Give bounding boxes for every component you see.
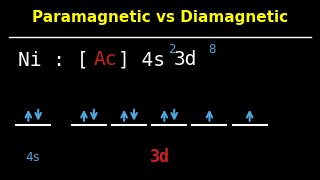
Text: 4s: 4s <box>26 151 41 164</box>
Text: Paramagnetic vs Diamagnetic: Paramagnetic vs Diamagnetic <box>32 10 288 25</box>
Text: Ni : [: Ni : [ <box>18 50 88 69</box>
Text: Ac: Ac <box>93 50 117 69</box>
Text: 2: 2 <box>168 43 176 56</box>
Text: 8: 8 <box>208 43 215 56</box>
Text: 3d: 3d <box>150 148 170 166</box>
Text: ] 4s: ] 4s <box>118 50 165 69</box>
Text: 3d: 3d <box>174 50 197 69</box>
